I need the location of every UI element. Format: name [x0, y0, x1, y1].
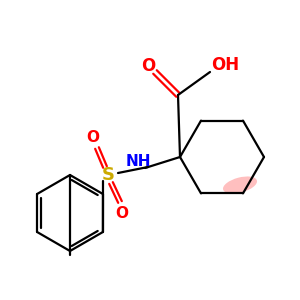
Text: S: S — [101, 166, 115, 184]
Text: O: O — [141, 57, 155, 75]
Ellipse shape — [223, 176, 257, 194]
Text: NH: NH — [125, 154, 151, 169]
Text: O: O — [116, 206, 128, 220]
Text: OH: OH — [211, 56, 239, 74]
Text: O: O — [86, 130, 100, 146]
